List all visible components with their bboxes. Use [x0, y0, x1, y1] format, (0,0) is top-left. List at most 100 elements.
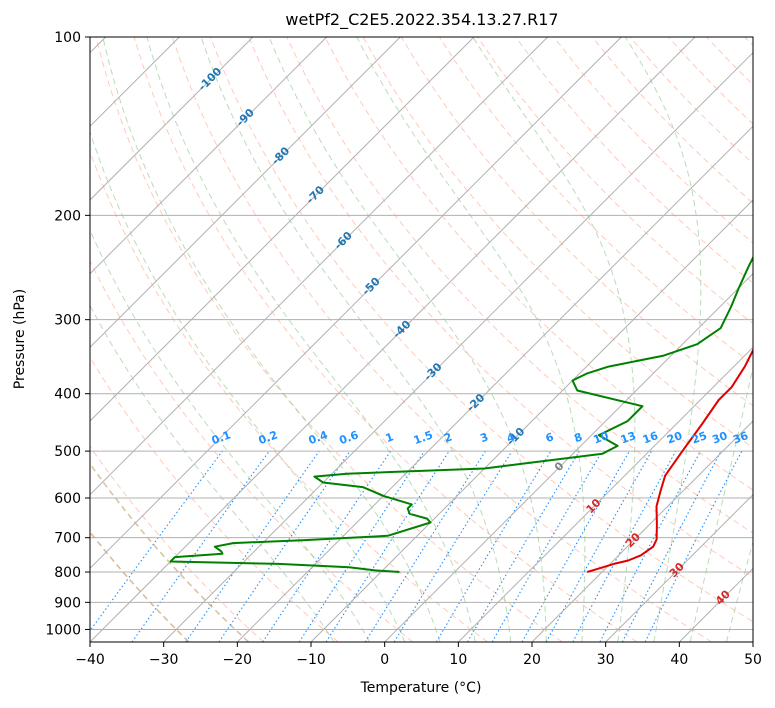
moist-adiabat — [200, 37, 512, 642]
dry-adiabat — [553, 37, 753, 244]
y-tick-label: 100 — [54, 30, 81, 46]
isotherm-gridline — [90, 37, 549, 496]
x-tick-label: −20 — [223, 652, 253, 668]
dry-adiabat — [744, 37, 753, 47]
mixing-ratio-label: 3 — [478, 430, 490, 445]
profile-series — [169, 255, 753, 573]
mixing-ratio-line — [325, 450, 450, 642]
background-lines — [90, 37, 753, 642]
x-tick-label: −10 — [296, 652, 326, 668]
x-tick-label: 50 — [744, 652, 762, 668]
moist-adiabat — [268, 37, 547, 642]
gridlines — [90, 37, 753, 642]
dry-adiabat — [210, 37, 753, 623]
dry-adiabat — [515, 37, 753, 284]
isotherm-gridline — [90, 37, 401, 349]
mixing-ratio-line — [599, 450, 701, 642]
dry-adiabat-bold — [90, 530, 190, 642]
y-axis-label: Pressure (hPa) — [12, 289, 28, 389]
isotherm-gridline — [236, 125, 753, 642]
mixing-ratio-line — [131, 450, 270, 642]
isotherm-gridline — [752, 641, 753, 642]
x-axis-ticks: −40 −30 −20 −10 0 10 20 30 40 50 — [75, 642, 762, 668]
mixing-ratio-label: 6 — [544, 430, 556, 445]
mixing-ratio-label: 1 — [384, 430, 396, 445]
isotherm-gridline — [310, 199, 753, 642]
isotherm-gridline — [90, 37, 328, 275]
isotherm-gridline — [384, 272, 753, 642]
isotherm-gridline — [90, 37, 254, 201]
mixing-ratio-label: 4 — [505, 430, 517, 445]
moist-adiabat — [90, 228, 371, 642]
y-tick-label: 1000 — [45, 622, 81, 638]
moist-adiabat — [102, 37, 441, 642]
isotherm-gridline — [90, 37, 622, 570]
mixing-ratio-label: 20 — [665, 429, 684, 447]
isotherm-gridline — [531, 420, 753, 642]
plot-frame — [89, 36, 754, 643]
isotherm-gridline — [90, 37, 696, 642]
moist-adiabat — [146, 37, 476, 642]
moist-adiabat — [689, 365, 753, 642]
mixing-ratio-line — [572, 450, 677, 642]
moist-adiabat — [90, 130, 406, 642]
dry-adiabat — [95, 37, 563, 642]
x-tick-label: −40 — [75, 652, 105, 668]
mixing-ratio-line — [262, 450, 392, 642]
y-tick-label: 700 — [54, 531, 81, 547]
mixing-ratio-label: 13 — [619, 429, 638, 446]
x-tick-label: 40 — [670, 652, 688, 668]
mixing-ratio-line — [435, 450, 552, 642]
dry-adiabat — [90, 150, 488, 642]
y-tick-label: 300 — [54, 313, 81, 329]
mixing-ratio-line — [185, 450, 320, 642]
chart-title: wetPf2_C2E5.2022.354.13.27.R17 — [285, 10, 558, 30]
temperature-line — [586, 348, 753, 573]
dry-adiabat — [171, 37, 712, 642]
dry-adiabat — [324, 37, 753, 491]
y-tick-label: 900 — [54, 595, 81, 611]
mixing-ratio-label: 1.5 — [412, 428, 435, 447]
mixing-ratio-line — [218, 450, 351, 642]
dry-adiabat-bold — [90, 462, 250, 642]
x-tick-label: 30 — [597, 652, 615, 668]
isotherm-gridline — [457, 346, 753, 642]
mixing-ratio-label: 0.1 — [210, 428, 233, 447]
mixing-ratio-line — [521, 450, 630, 642]
isotherm-gridline — [90, 37, 475, 422]
y-tick-label: 600 — [54, 491, 81, 507]
x-tick-label: 10 — [449, 652, 467, 668]
isotherm-gridline — [605, 493, 753, 642]
dry-adiabat — [90, 259, 414, 642]
mixing-ratio-line — [90, 450, 223, 632]
dry-adiabat — [668, 37, 753, 125]
mixing-ratio-line — [298, 450, 425, 642]
x-tick-label: 20 — [523, 652, 541, 668]
mixing-ratio-label: 0.6 — [338, 428, 361, 447]
x-tick-label: −30 — [149, 652, 179, 668]
mixing-ratio-line — [467, 450, 580, 642]
dry-adiabat — [90, 445, 264, 642]
dry-adiabat — [133, 37, 638, 642]
mixing-ratio-label: 0.4 — [307, 428, 330, 447]
isotherm-gridline — [163, 51, 753, 642]
x-tick-label: 0 — [380, 652, 389, 668]
y-tick-label: 400 — [54, 387, 81, 403]
y-axis-ticks: 100 200 300 400 500 600 700 800 900 1000 — [45, 30, 90, 638]
moist-adiabat — [624, 37, 702, 642]
mixing-ratio-label: 10 — [592, 429, 611, 447]
moist-adiabat — [472, 37, 636, 642]
dry-adiabat — [286, 37, 753, 534]
moist-adiabat — [90, 304, 335, 642]
mixing-ratio-label: 16 — [641, 429, 660, 447]
mixing-ratio-label: 36 — [731, 429, 750, 447]
moist-adiabat — [726, 540, 753, 642]
y-tick-label: 500 — [54, 444, 81, 460]
mixing-ratio-line — [644, 450, 743, 642]
isotherm-gridline — [678, 567, 753, 642]
mixing-ratio-line — [545, 450, 653, 642]
moist-adiabat — [356, 37, 586, 642]
dry-adiabat — [248, 37, 753, 578]
dry-adiabat — [706, 37, 753, 86]
